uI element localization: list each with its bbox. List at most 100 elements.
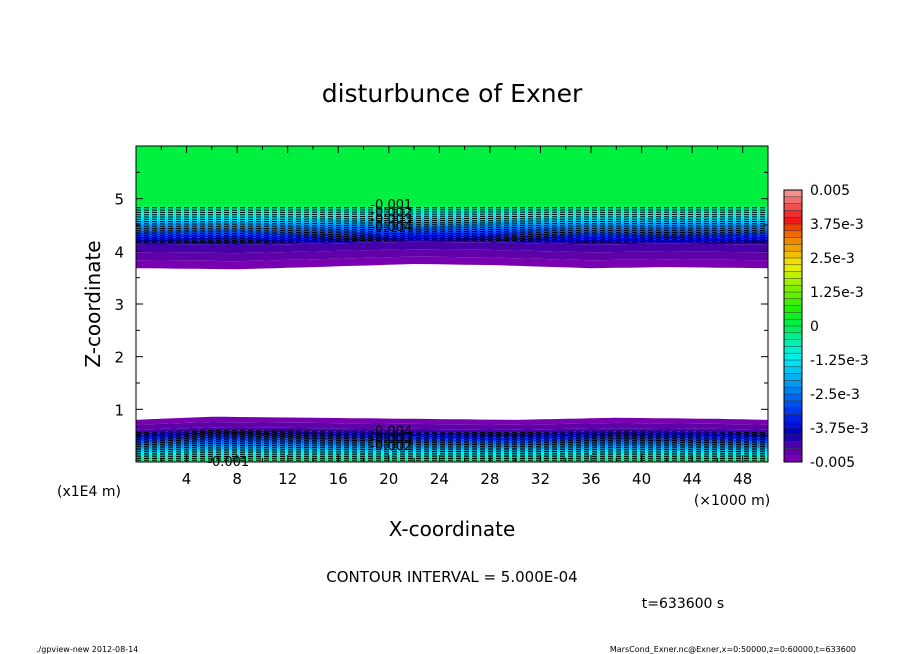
x-tick-label: 8 [232, 470, 242, 488]
colorbar-label: 1.25e-3 [810, 285, 864, 301]
colorbar-label: -1.25e-3 [810, 353, 869, 369]
colorbar-swatch [784, 292, 802, 299]
x-tick-label: 24 [430, 470, 449, 488]
colorbar-swatch [784, 448, 802, 456]
lower-contour-line [136, 448, 768, 451]
upper-contour-line [136, 228, 768, 232]
x-axis-label: X-coordinate [389, 517, 516, 541]
lower-contour-line [136, 441, 768, 444]
upper-contour-line [136, 213, 768, 216]
colorbar-swatch [784, 278, 802, 286]
colorbar [784, 190, 802, 463]
colorbar-swatch [784, 319, 802, 326]
colorbar-swatch [784, 251, 802, 258]
upper-band-strip [136, 205, 768, 208]
colorbar-swatch [784, 414, 802, 422]
colorbar-swatch [784, 203, 802, 211]
x-unit-note: (×1000 m) [694, 493, 770, 509]
lower-contour-line [136, 454, 768, 456]
x-tick-label: 4 [182, 470, 192, 488]
upper-contour-line [136, 215, 768, 218]
colorbar-swatch [784, 360, 802, 367]
y-tick-label: 4 [114, 243, 124, 261]
lower-contour-line [136, 450, 768, 453]
colorbar-swatch [784, 366, 802, 374]
colorbar-label: 3.75e-3 [810, 217, 864, 233]
chart-title: disturbunce of Exner [322, 79, 583, 108]
footer-left: ./gpview-new 2012-08-14 [36, 645, 138, 654]
y-tick-label: 5 [114, 191, 124, 209]
upper-contour-line [136, 230, 768, 234]
colorbar-swatch [784, 312, 802, 320]
colorbar-swatch [784, 258, 802, 265]
lower-contour-line [136, 429, 768, 434]
colorbar-swatch [784, 353, 802, 360]
colorbar-label: 0.005 [810, 183, 850, 199]
green-region [136, 146, 768, 206]
contour-label: -0.002 [370, 205, 412, 220]
y-axis-label: Z-coordinate [81, 240, 105, 367]
colorbar-swatch [784, 244, 802, 252]
lower-band-strip [136, 416, 768, 425]
colorbar-swatch [784, 230, 802, 238]
colorbar-swatch [784, 394, 802, 401]
x-tick-labels: 4 8 12 16 20 24 28 32 36 40 44 48 [182, 470, 752, 488]
x-tick-label: 40 [632, 470, 651, 488]
colorbar-swatch [784, 326, 802, 333]
contour-label: -0.004 [370, 424, 412, 439]
colorbar-swatch [784, 428, 802, 435]
x-tick-label: 12 [278, 470, 297, 488]
upper-contour-line [136, 232, 768, 237]
upper-contour-line [136, 222, 768, 225]
x-tick-label: 32 [531, 470, 550, 488]
lower-contour-line [136, 433, 768, 437]
colorbar-swatch [784, 387, 802, 394]
colorbar-swatch [784, 400, 802, 408]
upper-contour-line [136, 234, 768, 239]
colorbar-frame [783, 189, 803, 463]
upper-band-strip [136, 256, 768, 270]
colorbar-swatch [784, 305, 802, 313]
contour-label: -0.003 [370, 432, 412, 447]
colorbar-label: 0 [810, 319, 819, 335]
upper-band-strip [136, 239, 768, 245]
colorbar-swatch [784, 434, 802, 442]
upper-band-strip [136, 241, 768, 254]
lower-contour-line [136, 439, 768, 442]
y-tick-label: 3 [114, 296, 124, 314]
upper-band-strip [136, 218, 768, 222]
lower-band-strip [136, 427, 768, 433]
colorbar-label: 2.5e-3 [810, 251, 855, 267]
colorbar-swatch [784, 380, 802, 388]
lower-contour-line [136, 444, 768, 448]
upper-contour-line [136, 239, 768, 244]
lower-contour-line [136, 435, 768, 439]
colorbar-swatch [784, 407, 802, 415]
contour-labels: -0.001-0.002-0.003-0.004-0.004-0.003-0.0… [207, 198, 412, 470]
contour-label: -0.001 [370, 198, 412, 213]
upper-contour-line [136, 211, 768, 213]
footer-right: MarsCond_Exner.nc@Exner,x=0:50000,z=0:60… [610, 645, 856, 654]
contour-lines [136, 207, 768, 461]
time-stamp: t=633600 s [642, 596, 724, 612]
lower-contour-line [136, 452, 768, 454]
lower-contour-line [136, 446, 768, 449]
colorbar-swatch [784, 441, 802, 449]
colorbar-swatch [784, 332, 802, 340]
colorbar-label: -0.005 [810, 455, 855, 471]
colorbar-swatch [784, 190, 802, 197]
contour-label: -0.004 [370, 220, 412, 235]
colorbar-swatch [784, 339, 802, 347]
colorbar-swatch [784, 264, 802, 272]
colorbar-swatch [784, 373, 802, 381]
y-unit-note: (x1E4 m) [57, 484, 121, 500]
colorbar-label: -3.75e-3 [810, 421, 869, 437]
x-tick-label: 16 [329, 470, 348, 488]
y-tick-label: 2 [114, 349, 124, 367]
upper-contour-line [136, 219, 768, 223]
colorbar-swatch [784, 196, 802, 204]
x-tick-label: 28 [480, 470, 499, 488]
upper-contour-line [136, 226, 768, 230]
x-tick-label: 44 [683, 470, 702, 488]
lower-contour-line [136, 443, 768, 446]
